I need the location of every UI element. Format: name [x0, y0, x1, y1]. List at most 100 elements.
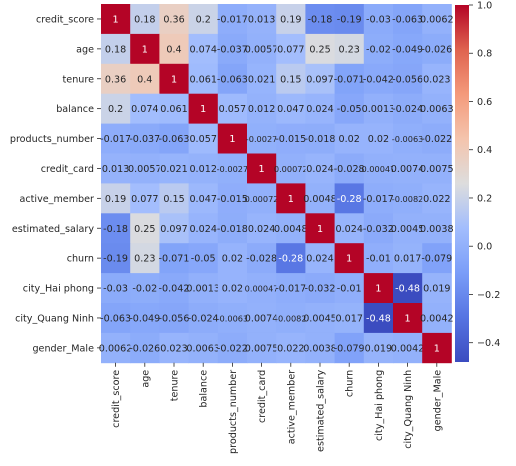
heatmap-cell: [393, 183, 423, 214]
heatmap-cell: [130, 153, 160, 184]
cell-value-label: -0.02: [132, 284, 157, 295]
heatmap-cell: [159, 332, 189, 364]
heatmap-cell: [393, 303, 423, 334]
cell-value-label: 0.023: [160, 343, 187, 354]
cell-value-label: -0.18: [103, 224, 128, 235]
cell-value-label: 0.013: [102, 164, 129, 175]
heatmap-cell: [422, 93, 452, 124]
cell-value-label: -0.032: [363, 224, 394, 235]
cell-value-label: 0.18: [105, 44, 126, 55]
heatmap-cell: [159, 33, 189, 65]
x-tick-label: churn: [345, 370, 356, 397]
cell-value-label: -0.037: [129, 134, 160, 145]
cell-value-label: 0.077: [277, 44, 304, 55]
y-tick-label: city_Quang Ninh: [15, 313, 94, 324]
heatmap-cell: [305, 273, 335, 304]
cell-value-label: -0.037: [217, 44, 248, 55]
cell-value-label: 0.2: [196, 14, 211, 25]
heatmap-cell: [247, 243, 277, 274]
colorbar-gradient: [455, 5, 469, 362]
cell-value-label: 1: [259, 164, 265, 175]
cell-value-label: 0.024: [306, 254, 333, 265]
heatmap-cell: [334, 183, 365, 214]
cell-value-label: 0.097: [306, 74, 333, 85]
cell-value-label: 1: [317, 224, 323, 235]
cell-value-label: -0.032: [305, 284, 336, 295]
x-tick-label: credit_score: [111, 370, 122, 428]
cell-value-label: 0.061: [189, 74, 216, 85]
cell-value-label: 0.19: [105, 194, 126, 205]
heatmap-cell: [217, 153, 248, 184]
heatmap-cell: [130, 183, 160, 214]
cell-value-label: 1: [200, 104, 206, 115]
cell-value-label: 0.0013: [186, 284, 220, 295]
cell-value-label: -0.017: [217, 14, 248, 25]
heatmap-cell: [393, 4, 423, 35]
heatmap-cell: [101, 183, 131, 214]
heatmap-cell: [188, 123, 219, 154]
cell-value-label: 1: [229, 134, 235, 145]
x-tick-label: tenure: [170, 370, 181, 402]
cell-value-label: 0.0038: [303, 343, 337, 354]
heatmap-cell: [363, 303, 394, 334]
x-tick-label: city_Quang Ninh: [403, 370, 414, 449]
colorbar-tick-label: −0.2: [477, 290, 500, 301]
cell-value-label: 0.15: [163, 194, 184, 205]
cell-value-label: 0.0062: [420, 14, 454, 25]
x-tick-label: active_member: [286, 370, 297, 445]
cell-value-label: 0.0048: [303, 194, 337, 205]
heatmap-cell: [188, 183, 219, 214]
heatmap-cell: [334, 243, 365, 274]
cell-value-label: 0.074: [131, 104, 158, 115]
heatmap-cell: [276, 63, 306, 95]
cell-value-label: 0.0045: [391, 224, 425, 235]
cell-value-label: 0.18: [134, 14, 155, 25]
heatmap-cell: [393, 93, 423, 124]
heatmap-cell: [247, 33, 277, 65]
cell-value-label: 0.024: [248, 224, 275, 235]
heatmap-cell: [276, 213, 306, 244]
cell-value-label: -0.19: [337, 14, 362, 25]
cell-value-label: 0.0042: [391, 343, 425, 354]
cell-value-label: 0.0042: [420, 313, 454, 324]
heatmap-cell: [247, 4, 277, 35]
heatmap-cell: [305, 63, 335, 95]
heatmap-cell: [422, 153, 452, 184]
colorbar-tick-label: −0.4: [477, 338, 500, 349]
cell-value-label: 0.057: [219, 104, 246, 115]
heatmap-cell: [363, 183, 394, 214]
x-tick-label: gender_Male: [432, 370, 443, 432]
cell-value-label: -0.0063: [217, 313, 249, 323]
cell-value-label: -0.017: [275, 284, 306, 295]
heatmap-cell: [101, 332, 131, 364]
heatmap-cell: [334, 93, 365, 124]
heatmap-cell: [247, 332, 277, 364]
heatmap-cell: [305, 303, 335, 334]
cell-value-label: 0.0075: [245, 343, 279, 354]
cell-value-label: 0.021: [248, 74, 275, 85]
x-tick-label: products_number: [228, 370, 239, 454]
heatmap-cell: [334, 213, 365, 244]
cell-value-label: 0.021: [160, 164, 187, 175]
cell-value-label: 0.0038: [420, 224, 454, 235]
x-tick-label: credit_card: [257, 370, 268, 423]
heatmap-cell: [188, 243, 219, 274]
cell-value-label: 0.019: [423, 284, 450, 295]
cell-value-label: -0.48: [366, 313, 391, 324]
heatmap-cell: [422, 213, 452, 244]
cell-value-label: 0.4: [137, 74, 152, 85]
heatmap-cell: [334, 33, 365, 65]
cell-value-label: 0.024: [306, 164, 333, 175]
cell-value-label: -0.05: [337, 104, 362, 115]
heatmap-cell: [130, 93, 160, 124]
cell-value-label: 0.057: [189, 134, 216, 145]
cell-value-label: 0.024: [189, 224, 216, 235]
y-tick-label: credit_score: [36, 14, 94, 25]
heatmap-cell: [363, 4, 394, 35]
heatmap-cell: [130, 332, 160, 364]
heatmap-cell: [101, 273, 131, 304]
cell-value-label: 0.02: [222, 254, 243, 265]
heatmap-cell: [422, 273, 452, 304]
heatmap-cell: [101, 213, 131, 244]
cell-value-label: -0.042: [363, 74, 394, 85]
